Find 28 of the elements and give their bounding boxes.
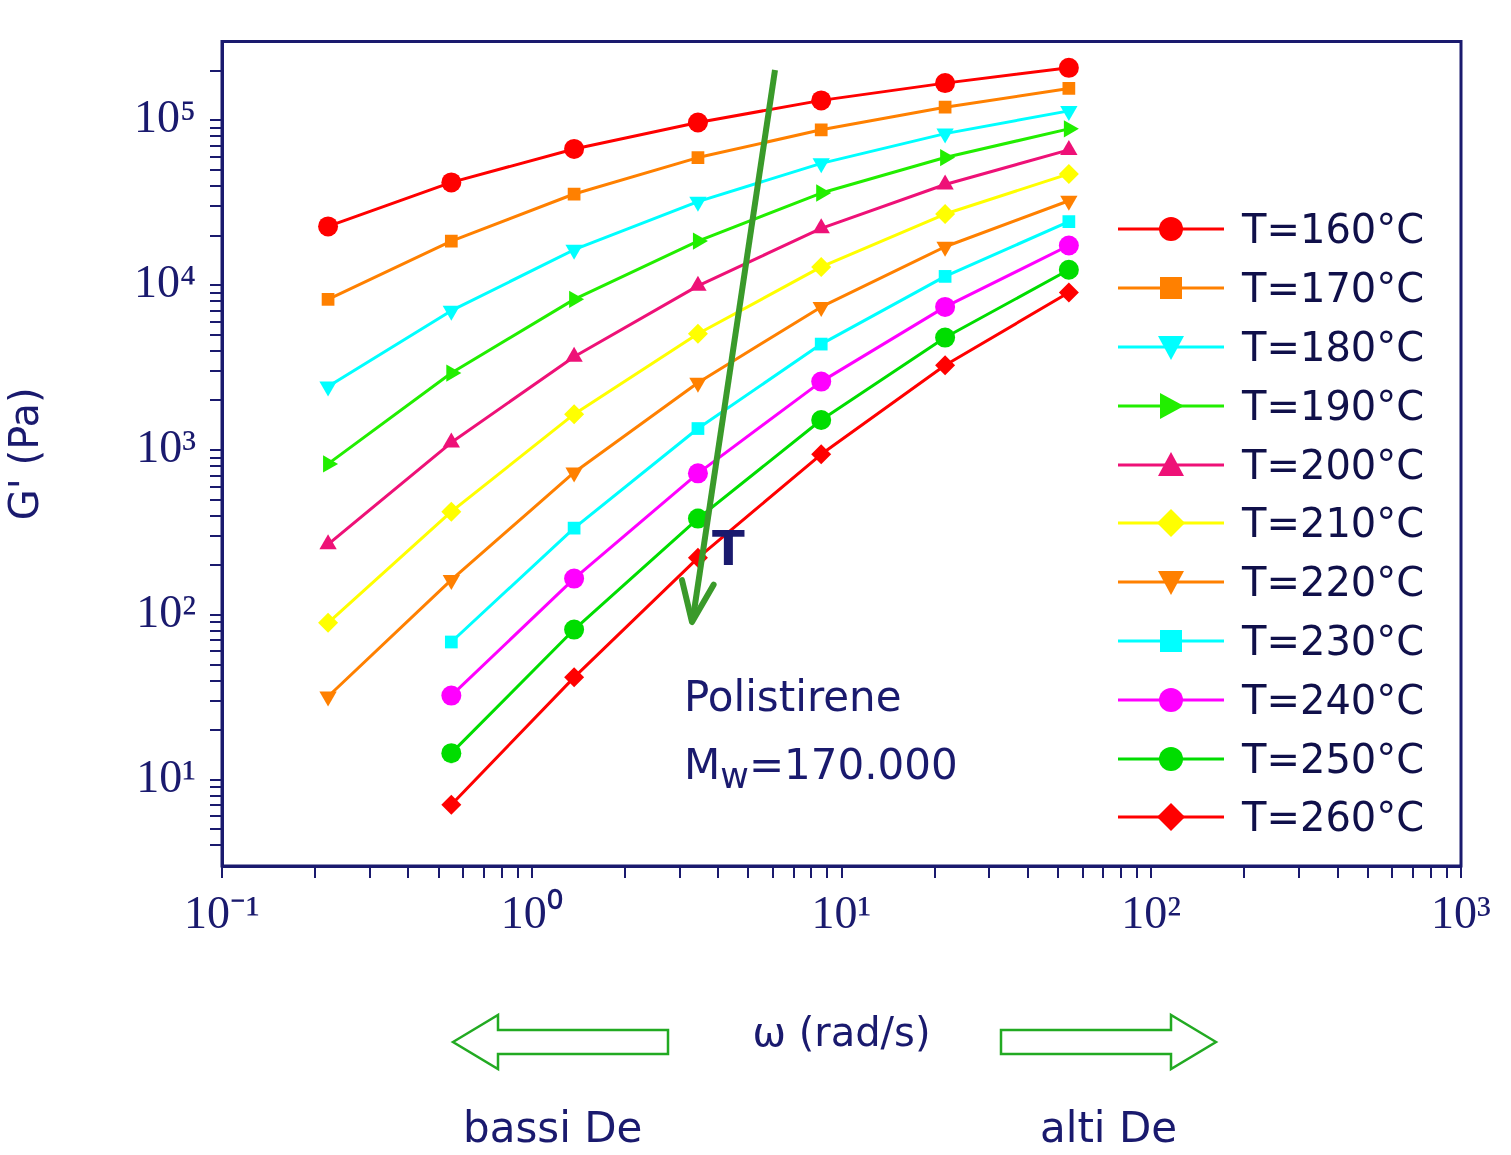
x-tick-label: 10³ <box>1431 886 1491 938</box>
annotation: T <box>712 520 745 576</box>
y-tick-label: 10³ <box>136 421 196 473</box>
text: alti De <box>1040 1103 1178 1152</box>
legend-label: T=240°C <box>1242 676 1425 723</box>
x-tick-label: 10² <box>1121 886 1182 938</box>
y-axis-title: G' (Pa) <box>1 387 48 521</box>
legend-label: T=160°C <box>1242 206 1425 253</box>
legend-label: T=200°C <box>1242 441 1425 488</box>
x-tick-label: 10⁻¹ <box>184 886 260 938</box>
legend-label: T=230°C <box>1242 617 1425 664</box>
legend-label: T=220°C <box>1242 559 1425 606</box>
legend-label: T=190°C <box>1242 382 1425 429</box>
legend-label: T=250°C <box>1242 735 1425 782</box>
legend-label: T=170°C <box>1242 265 1425 312</box>
y-tick-label: 10¹ <box>136 750 196 802</box>
annotation: M$_{w}$=170.000 <box>684 740 958 797</box>
x-axis-title: ω (rad/s) <box>752 1009 931 1056</box>
y-tick-label: 10⁴ <box>133 256 196 308</box>
legend-label: T=180°C <box>1242 323 1425 370</box>
text: bassi De <box>463 1103 643 1152</box>
annotation: Polistirene <box>684 672 902 721</box>
x-tick-label: 10¹ <box>811 886 872 938</box>
x-tick-label: 10⁰ <box>500 886 563 938</box>
y-tick-label: 10⁵ <box>133 91 196 143</box>
y-tick-label: 10² <box>136 585 196 637</box>
legend-label: T=210°C <box>1242 500 1425 547</box>
legend-label: T=260°C <box>1242 794 1425 841</box>
